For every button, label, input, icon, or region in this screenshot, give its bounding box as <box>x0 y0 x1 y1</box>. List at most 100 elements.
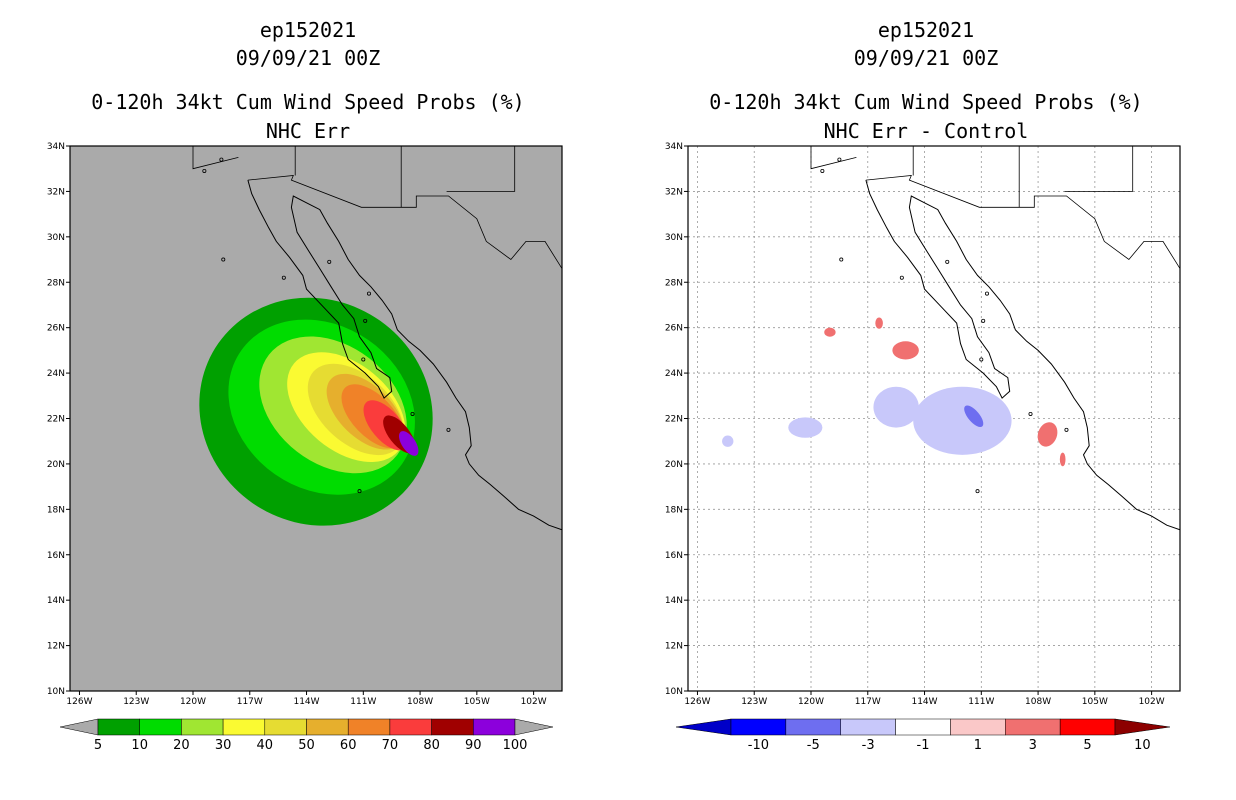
right-colorbar-label: 10 <box>1134 738 1151 753</box>
lon-tick-label: 114W <box>911 697 937 707</box>
lat-tick-label: 16N <box>665 551 683 561</box>
left-colorbar-label: 80 <box>423 738 440 753</box>
right-colorbar-label: -5 <box>807 738 820 753</box>
left-colorbar-swatch <box>139 718 182 736</box>
lat-tick-label: 16N <box>47 551 65 561</box>
island <box>820 168 825 173</box>
right-colorbar-label: 3 <box>1029 738 1037 753</box>
diff-patch <box>1059 452 1066 467</box>
state-border <box>1064 146 1134 192</box>
island <box>945 259 950 264</box>
left-colorbar-label: 60 <box>340 738 357 753</box>
diff-patch <box>875 317 883 329</box>
lon-tick-label: 105W <box>1082 697 1108 707</box>
lat-tick-label: 26N <box>47 324 65 334</box>
right-colorbar-label: -10 <box>748 738 769 753</box>
lat-tick-label: 14N <box>665 596 683 606</box>
right-map-panel: 34N32N30N28N26N24N22N20N18N16N14N12N10N1… <box>665 142 1181 707</box>
island <box>899 275 904 280</box>
lon-tick-label: 111W <box>968 697 994 707</box>
island <box>837 157 842 162</box>
left-colorbar-over <box>514 718 554 736</box>
lat-tick-label: 20N <box>665 460 683 470</box>
lon-tick-label: 105W <box>464 697 490 707</box>
lon-tick-label: 108W <box>407 697 433 707</box>
left-date: 09/09/21 00Z <box>235 46 381 70</box>
left-colorbar-swatch <box>97 718 140 736</box>
lon-tick-label: 102W <box>1139 697 1165 707</box>
left-subtitle: NHC Err <box>265 119 351 143</box>
lat-tick-label: 24N <box>47 369 65 379</box>
island <box>281 275 286 280</box>
lat-tick-label: 28N <box>665 278 683 288</box>
right-colorbar-over <box>1114 718 1171 736</box>
left-colorbar-label: 50 <box>298 738 315 753</box>
diff-patch <box>1037 422 1058 447</box>
left-colorbar-swatch <box>431 718 474 736</box>
left-colorbar-label: 40 <box>257 738 274 753</box>
island <box>975 489 980 494</box>
left-colorbar-label: 100 <box>503 738 528 753</box>
lat-tick-label: 26N <box>665 324 683 334</box>
island <box>366 291 371 296</box>
lon-tick-label: 117W <box>237 697 263 707</box>
lat-tick-label: 30N <box>47 233 65 243</box>
right-colorbar-swatch <box>1059 718 1116 736</box>
diff-patch <box>722 435 734 447</box>
right-title: 0-120h 34kt Cum Wind Speed Probs (%) <box>709 90 1143 114</box>
country-border <box>247 175 562 269</box>
lat-tick-label: 18N <box>47 505 65 515</box>
lat-tick-label: 18N <box>665 505 683 515</box>
lat-tick-label: 24N <box>665 369 683 379</box>
left-colorbar-label: 10 <box>131 738 148 753</box>
diff-patch <box>788 417 823 438</box>
lon-tick-label: 108W <box>1025 697 1051 707</box>
diff-patch <box>873 386 919 428</box>
island <box>839 257 844 262</box>
island <box>219 157 224 162</box>
country-border <box>865 175 1180 269</box>
diff-patch <box>824 327 836 337</box>
left-colorbar-label: 20 <box>173 738 190 753</box>
left-colorbar-swatch <box>473 718 516 736</box>
state-border <box>810 146 857 170</box>
lat-tick-label: 14N <box>47 596 65 606</box>
right-colorbar-swatch <box>840 718 896 736</box>
lat-tick-label: 22N <box>665 415 683 425</box>
lon-tick-label: 126W <box>684 697 710 707</box>
left-colorbar-swatch <box>222 718 266 736</box>
left-colorbar-label: 70 <box>382 738 399 753</box>
lat-tick-label: 30N <box>665 233 683 243</box>
left-title: 0-120h 34kt Cum Wind Speed Probs (%) <box>91 90 525 114</box>
left-colorbar-label: 5 <box>94 738 102 753</box>
lat-tick-label: 32N <box>47 187 65 197</box>
island <box>363 318 368 323</box>
right-map-content <box>688 146 1180 691</box>
lon-tick-label: 102W <box>521 697 547 707</box>
lon-tick-label: 123W <box>123 697 149 707</box>
left-colorbar-swatch <box>347 718 391 736</box>
coastline <box>247 179 562 531</box>
left-colorbar-label: 30 <box>215 738 232 753</box>
island <box>221 257 226 262</box>
island <box>446 427 451 432</box>
left-colorbar-swatch <box>181 718 224 736</box>
lon-tick-label: 111W <box>350 697 376 707</box>
right-colorbar-label: -1 <box>917 738 930 753</box>
island <box>327 259 332 264</box>
lat-tick-label: 10N <box>47 687 65 697</box>
island <box>1028 411 1033 416</box>
left-colorbar-swatch <box>389 718 432 736</box>
diff-patch <box>964 405 984 428</box>
lon-tick-label: 123W <box>741 697 767 707</box>
right-colorbar-label: 5 <box>1083 738 1091 753</box>
right-colorbar-swatch <box>785 718 841 736</box>
right-date: 09/09/21 00Z <box>853 46 999 70</box>
island <box>361 357 366 362</box>
island <box>979 357 984 362</box>
left-storm-id: ep152021 <box>259 18 357 42</box>
island <box>357 489 362 494</box>
lon-tick-label: 126W <box>66 697 92 707</box>
left-colorbar-swatch <box>264 718 307 736</box>
